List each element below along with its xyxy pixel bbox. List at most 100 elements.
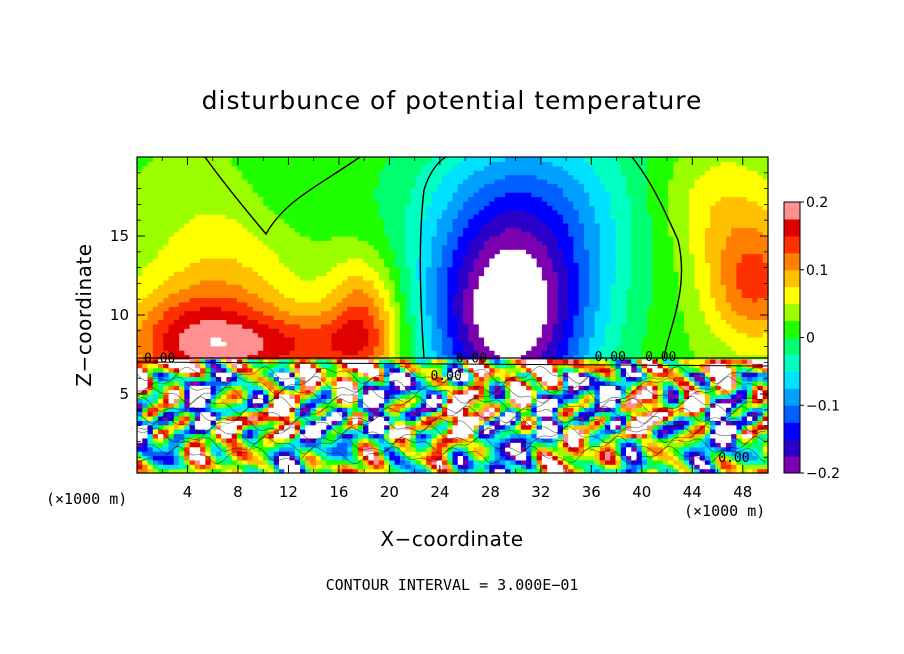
heatmap-cell xyxy=(510,437,517,443)
heatmap-cell xyxy=(568,354,575,360)
heatmap-cell xyxy=(583,306,590,312)
heatmap-cell xyxy=(289,354,296,360)
heatmap-cell xyxy=(704,402,711,408)
heatmap-cell xyxy=(384,293,390,299)
heatmap-cell xyxy=(647,297,653,303)
heatmap-cell xyxy=(200,415,206,421)
heatmap-cell xyxy=(494,358,501,364)
heatmap-cell xyxy=(578,446,585,452)
heatmap-cell xyxy=(200,424,206,430)
heatmap-cell xyxy=(363,415,369,421)
heatmap-cell xyxy=(310,310,317,316)
heatmap-cell xyxy=(336,415,343,421)
heatmap-cell xyxy=(305,367,312,373)
heatmap-cell xyxy=(631,380,638,386)
heatmap-cell xyxy=(142,315,149,320)
heatmap-cell xyxy=(694,367,701,373)
heatmap-cell xyxy=(694,301,701,307)
heatmap-cell xyxy=(310,380,317,386)
heatmap-cell xyxy=(326,336,333,342)
heatmap-cell xyxy=(515,332,522,338)
heatmap-cell xyxy=(473,411,480,417)
heatmap-cell xyxy=(242,297,249,303)
heatmap-cell xyxy=(294,424,301,430)
heatmap-cell xyxy=(704,446,711,452)
heatmap-cell xyxy=(447,429,454,435)
heatmap-cell xyxy=(757,437,764,443)
heatmap-cell xyxy=(431,319,438,325)
heatmap-cell xyxy=(736,310,743,316)
heatmap-cell xyxy=(158,306,164,312)
heatmap-cell xyxy=(426,293,433,299)
heatmap-cell xyxy=(226,433,233,439)
heatmap-cell xyxy=(389,328,396,334)
heatmap-cell xyxy=(536,468,543,474)
heatmap-cell xyxy=(142,455,149,461)
heatmap-cell xyxy=(263,332,270,338)
heatmap-cell xyxy=(699,385,706,391)
heatmap-cell xyxy=(189,398,196,404)
heatmap-cell xyxy=(447,323,454,329)
heatmap-cell xyxy=(210,389,217,395)
heatmap-cell xyxy=(662,323,669,329)
heatmap-cell xyxy=(210,350,217,356)
heatmap-cell xyxy=(478,323,485,329)
heatmap-cell xyxy=(457,372,464,378)
heatmap-cell xyxy=(720,297,727,303)
heatmap-cell xyxy=(557,411,564,417)
heatmap-cell xyxy=(378,389,385,395)
heatmap-cell xyxy=(326,310,333,316)
heatmap-cell xyxy=(226,310,233,316)
heatmap-cell xyxy=(641,407,648,413)
heatmap-cell xyxy=(583,301,590,307)
heatmap-cell xyxy=(610,385,617,391)
heatmap-cell xyxy=(152,402,159,408)
heatmap-cell xyxy=(631,336,638,342)
heatmap-cell xyxy=(626,468,632,474)
heatmap-cell xyxy=(305,372,312,378)
heatmap-cell xyxy=(173,306,180,312)
heatmap-cell xyxy=(336,332,343,338)
heatmap-cell xyxy=(583,293,590,299)
heatmap-cell xyxy=(736,367,743,373)
heatmap-cell xyxy=(384,420,390,426)
heatmap-cell xyxy=(720,332,727,338)
heatmap-cell xyxy=(568,345,575,351)
heatmap-cell xyxy=(668,385,674,391)
heatmap-cell xyxy=(368,415,375,421)
heatmap-cell xyxy=(589,350,596,356)
heatmap-cell xyxy=(205,372,212,378)
heatmap-cell xyxy=(399,350,406,356)
heatmap-cell xyxy=(620,350,627,356)
heatmap-cell xyxy=(200,468,206,474)
heatmap-cell xyxy=(389,301,396,307)
heatmap-cell xyxy=(268,407,275,413)
heatmap-cell xyxy=(594,363,601,369)
heatmap-cell xyxy=(536,451,543,457)
heatmap-cell xyxy=(552,468,559,474)
heatmap-cell xyxy=(557,389,564,395)
heatmap-cell xyxy=(152,437,159,443)
heatmap-cell xyxy=(662,455,669,461)
heatmap-cell xyxy=(715,398,722,404)
heatmap-cell xyxy=(173,407,180,413)
heatmap-cell xyxy=(247,319,254,325)
heatmap-cell xyxy=(278,319,285,325)
heatmap-cell xyxy=(357,301,364,307)
heatmap-cell xyxy=(746,394,753,399)
heatmap-cell xyxy=(568,464,575,470)
heatmap-cell xyxy=(300,464,306,470)
heatmap-cell xyxy=(683,297,690,303)
heatmap-cell xyxy=(273,358,280,364)
heatmap-cell xyxy=(694,411,701,417)
heatmap-cell xyxy=(652,336,659,342)
heatmap-cell xyxy=(331,446,338,452)
heatmap-cell xyxy=(604,415,611,421)
heatmap-cell xyxy=(305,394,312,399)
heatmap-cell xyxy=(310,301,317,307)
heatmap-cell xyxy=(557,310,564,316)
heatmap-cell xyxy=(158,328,164,334)
heatmap-cell xyxy=(336,310,343,316)
heatmap-cell xyxy=(468,372,475,378)
heatmap-cell xyxy=(710,376,717,382)
